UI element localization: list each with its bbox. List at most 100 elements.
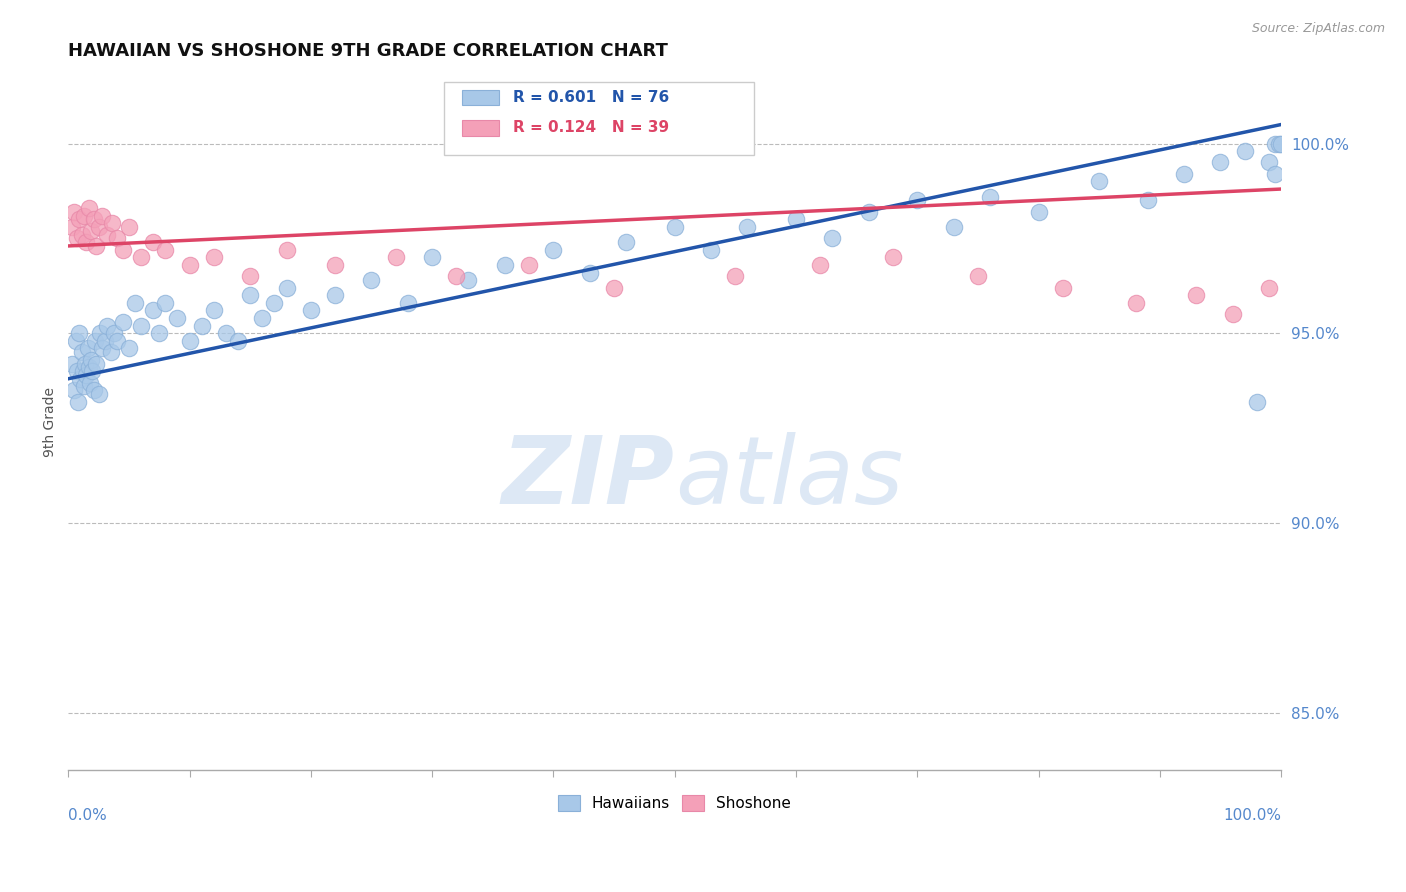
Text: atlas: atlas — [675, 433, 903, 524]
Point — [396, 296, 419, 310]
Point — [75, 235, 97, 249]
Point — [73, 209, 96, 223]
Point — [1233, 144, 1256, 158]
Point — [664, 219, 686, 234]
Point — [979, 189, 1001, 203]
Point — [785, 212, 807, 227]
Point — [63, 204, 86, 219]
Point — [263, 296, 285, 310]
Point — [1258, 281, 1281, 295]
Point — [111, 243, 134, 257]
Point — [76, 342, 98, 356]
Point — [84, 334, 107, 348]
Point — [446, 269, 468, 284]
Point — [543, 243, 565, 257]
Point — [1258, 155, 1281, 169]
Point — [1264, 167, 1286, 181]
Point — [1052, 281, 1074, 295]
FancyBboxPatch shape — [463, 120, 499, 136]
Point — [276, 281, 298, 295]
Point — [1246, 394, 1268, 409]
Point — [66, 394, 89, 409]
Point — [1136, 194, 1159, 208]
Point — [299, 303, 322, 318]
Point — [118, 219, 141, 234]
Point — [70, 227, 93, 242]
Point — [252, 311, 274, 326]
Point — [1267, 136, 1289, 151]
Point — [202, 250, 225, 264]
Point — [148, 326, 170, 341]
Point — [67, 326, 90, 341]
Point — [129, 318, 152, 333]
Point — [179, 258, 201, 272]
Point — [190, 318, 212, 333]
Point — [91, 342, 114, 356]
Point — [60, 357, 83, 371]
Point — [83, 212, 105, 227]
Point — [101, 216, 124, 230]
Text: R = 0.124   N = 39: R = 0.124 N = 39 — [513, 120, 669, 136]
Point — [457, 273, 479, 287]
Point — [75, 368, 97, 382]
Point — [84, 239, 107, 253]
Point — [821, 231, 844, 245]
Point — [77, 201, 100, 215]
Point — [1270, 136, 1292, 151]
Point — [202, 303, 225, 318]
Point — [66, 231, 89, 245]
Text: 0.0%: 0.0% — [69, 808, 107, 823]
Point — [942, 219, 965, 234]
Point — [215, 326, 238, 341]
Point — [129, 250, 152, 264]
Point — [91, 209, 114, 223]
Point — [67, 212, 90, 227]
Text: Source: ZipAtlas.com: Source: ZipAtlas.com — [1251, 22, 1385, 36]
Point — [105, 231, 128, 245]
Point — [737, 219, 759, 234]
Point — [73, 379, 96, 393]
Point — [323, 288, 346, 302]
Point — [75, 357, 97, 371]
Point — [905, 194, 928, 208]
Point — [517, 258, 540, 272]
Point — [87, 219, 110, 234]
Point — [66, 364, 89, 378]
FancyBboxPatch shape — [463, 90, 499, 105]
Point — [858, 204, 880, 219]
Text: ZIP: ZIP — [502, 432, 675, 524]
Point — [808, 258, 831, 272]
Point — [155, 296, 177, 310]
Point — [70, 345, 93, 359]
Point — [103, 326, 125, 341]
Text: HAWAIIAN VS SHOSHONE 9TH GRADE CORRELATION CHART: HAWAIIAN VS SHOSHONE 9TH GRADE CORRELATI… — [69, 42, 668, 60]
Text: 100.0%: 100.0% — [1223, 808, 1281, 823]
Point — [384, 250, 406, 264]
Point — [80, 224, 103, 238]
Point — [96, 318, 118, 333]
Point — [83, 383, 105, 397]
Point — [226, 334, 249, 348]
Point — [142, 235, 165, 249]
Point — [578, 266, 600, 280]
Y-axis label: 9th Grade: 9th Grade — [44, 387, 58, 458]
Point — [276, 243, 298, 257]
Point — [111, 315, 134, 329]
Point — [166, 311, 188, 326]
Point — [63, 383, 86, 397]
Point — [239, 269, 262, 284]
Point — [89, 326, 111, 341]
Point — [142, 303, 165, 318]
Text: R = 0.601   N = 76: R = 0.601 N = 76 — [513, 90, 669, 105]
Point — [1222, 307, 1244, 321]
Point — [118, 342, 141, 356]
Point — [967, 269, 990, 284]
Point — [65, 334, 87, 348]
Point — [84, 357, 107, 371]
Point — [1264, 136, 1286, 151]
Point — [614, 235, 637, 249]
Point — [603, 281, 626, 295]
Point — [87, 387, 110, 401]
Point — [80, 352, 103, 367]
Point — [105, 334, 128, 348]
